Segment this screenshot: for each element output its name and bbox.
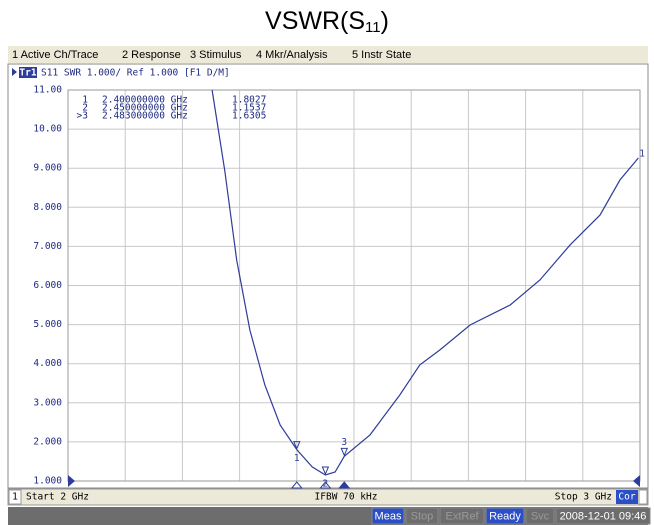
ifbw: IFBW 70 kHz: [315, 492, 378, 503]
footer-bar: [7, 488, 649, 506]
marker-on-trace: [340, 447, 349, 457]
start: Start 2 GHz: [26, 492, 89, 503]
menu-bar: [8, 46, 648, 63]
title: VSWR(S11): [265, 7, 389, 36]
marker-table-freq: 2.400000000 GHz: [102, 95, 188, 106]
marker-on-trace: [293, 441, 301, 450]
marker-table-value: 1.1537: [232, 103, 266, 114]
status-item: 2008-12-01 09:46: [560, 510, 647, 522]
status-box: [485, 507, 525, 525]
trace-id: Tr1: [19, 68, 36, 79]
marker-axis-triangle: [319, 481, 332, 489]
marker-on-trace: [321, 466, 330, 476]
trace-id-box: [19, 67, 37, 78]
marker-table-id: 2: [82, 103, 88, 114]
y-tick-label: 5.000: [33, 319, 62, 330]
marker-table-freq: 2.483000000 GHz: [102, 111, 188, 122]
y-tick-label: 11.00: [33, 85, 62, 96]
excl-box: [638, 489, 648, 505]
channel: 1: [12, 492, 18, 503]
trace-header: S11 SWR 1.000/ Ref 1.000 [F1 D/M]: [41, 68, 230, 79]
status-box: [525, 507, 555, 525]
cor: Cor: [618, 492, 635, 503]
trace-end-label: 1: [639, 149, 645, 160]
plot-border: [67, 89, 641, 482]
status-box: [371, 507, 405, 525]
trace-arrow: [12, 68, 17, 76]
marker-axis-triangle: [290, 481, 303, 489]
ref-arrow: [68, 475, 75, 487]
menu-item[interactable]: 3 Stimulus: [190, 49, 242, 61]
stop: Stop 3 GHz: [555, 492, 612, 503]
trace: [211, 89, 639, 476]
menu-item[interactable]: 4 Mkr/Analysis: [256, 49, 328, 61]
ref-arrow: [633, 475, 640, 487]
marker-table-freq: 2.450000000 GHz: [102, 103, 188, 114]
status-item: Ready: [489, 510, 521, 522]
plot-frame: [7, 63, 649, 489]
marker-table-id: >3: [77, 111, 88, 122]
cor-box: [616, 490, 638, 504]
title-sub: 11: [365, 19, 381, 36]
menu-item[interactable]: 1 Active Ch/Trace: [12, 49, 98, 61]
marker-table-id: 1: [82, 95, 88, 106]
title-main: VSWR(S: [265, 7, 365, 35]
status-item: Meas: [375, 510, 402, 522]
y-tick-label: 4.000: [33, 358, 62, 369]
y-tick-label: 6.000: [33, 280, 62, 291]
menu-item[interactable]: 5 Instr State: [352, 49, 411, 61]
y-tick-label: 9.000: [33, 163, 62, 174]
marker-axis-triangle: [338, 481, 351, 489]
marker-table-value: 1.8027: [232, 95, 266, 106]
marker-label: 1: [294, 453, 300, 464]
status-item: Svc: [531, 510, 550, 522]
status-box: [439, 507, 485, 525]
menu-item[interactable]: 2 Response: [122, 49, 181, 61]
status-item: ExtRef: [445, 510, 479, 522]
y-tick-label: 10.00: [33, 124, 62, 135]
y-tick-label: 7.000: [33, 241, 62, 252]
marker-label: 2: [323, 478, 329, 489]
marker-table-value: 1.6305: [232, 111, 266, 122]
marker-label: 3: [341, 437, 347, 448]
status-box: [555, 507, 651, 525]
channel-box: [8, 489, 22, 505]
y-tick-label: 8.000: [33, 202, 62, 213]
y-tick-label: 3.000: [33, 397, 62, 408]
y-tick-label: 1.000: [33, 476, 62, 487]
status-box: [405, 507, 439, 525]
y-tick-label: 2.000: [33, 436, 62, 447]
title-end: ): [381, 7, 389, 35]
status-item: Stop: [411, 510, 434, 522]
